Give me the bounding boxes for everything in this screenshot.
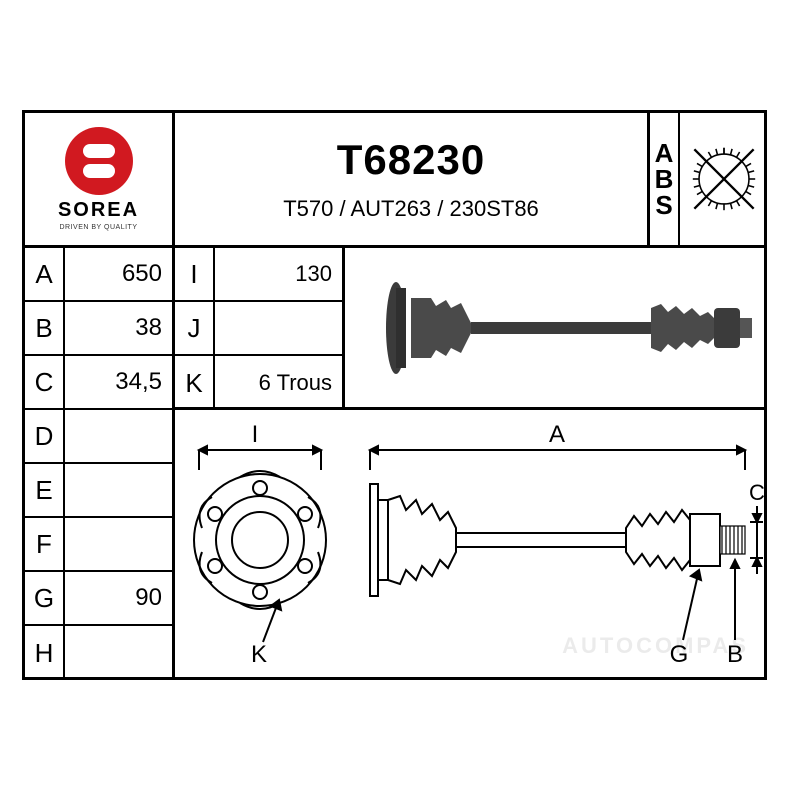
brand-name: SOREA (58, 199, 139, 222)
abs-box: A B S (650, 113, 767, 248)
part-codes: T570 / AUT263 / 230ST86 (283, 196, 539, 222)
table-row: I130 (175, 248, 342, 302)
table-row: K6 Trous (175, 356, 342, 410)
table-row: C34,5 (25, 356, 172, 410)
table-row: F (25, 518, 172, 572)
label-I: I (252, 421, 259, 448)
label-C: C (749, 480, 765, 505)
title-box: T68230 T570 / AUT263 / 230ST86 (175, 113, 650, 248)
table-row: D (25, 410, 172, 464)
part-number: T68230 (337, 136, 485, 184)
spec-card: SOREA DRIVEN BY QUALITY T68230 T570 / AU… (22, 110, 767, 680)
table-row: J (175, 302, 342, 356)
spec-table-a: A650 B38 C34,5 D E F G90 H (25, 248, 175, 680)
table-row: A650 (25, 248, 172, 302)
watermark: AUTOCOMPAS (562, 633, 749, 659)
brand-logo-box: SOREA DRIVEN BY QUALITY (25, 113, 175, 248)
table-row: G90 (25, 572, 172, 626)
table-row: B38 (25, 302, 172, 356)
brand-tagline: DRIVEN BY QUALITY (59, 224, 137, 231)
label-K: K (251, 641, 267, 668)
table-row: H (25, 626, 172, 680)
brand-logo-icon (65, 127, 133, 195)
table-row: E (25, 464, 172, 518)
label-A: A (549, 421, 565, 448)
abs-gear-icon (680, 113, 767, 245)
product-photo (345, 248, 767, 410)
spec-table-b: I130 J K6 Trous (175, 248, 345, 410)
abs-label: A B S (650, 113, 680, 245)
